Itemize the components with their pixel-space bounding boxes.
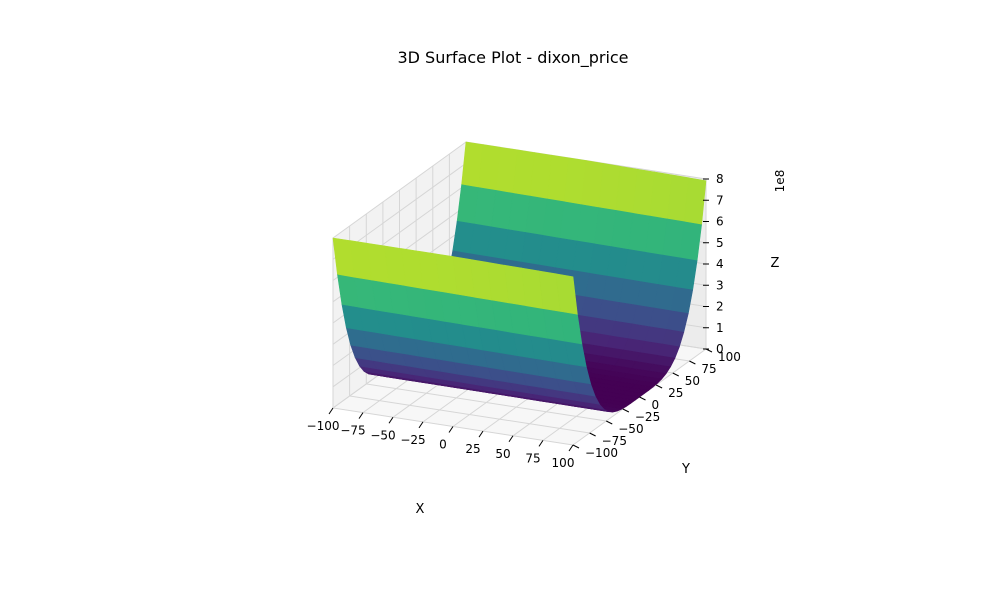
z-tick-label: 7	[716, 193, 724, 207]
y-tick-label: −25	[635, 410, 660, 424]
y-tick-label: 75	[701, 362, 716, 376]
z-tick-label: 3	[716, 278, 724, 292]
surface-mesh	[332, 141, 707, 413]
z-tick-label: 0	[716, 342, 724, 356]
x-tick-label: −50	[370, 428, 395, 442]
axis-ticks: −100−100−75−75−50 −50−25−2500252550507575…	[307, 172, 741, 470]
chart-title: 3D Surface Plot - dixon_price	[397, 48, 629, 67]
x-tick-label: 50	[495, 447, 510, 461]
y-tick-label: 100	[718, 350, 741, 364]
y-tick	[689, 360, 696, 365]
y-tick-label: −50	[618, 422, 643, 436]
x-tick	[448, 426, 454, 433]
z-tick-label: 1	[716, 321, 724, 335]
y-axis-label: Y	[681, 462, 690, 477]
z-tick-label: 5	[716, 236, 724, 250]
z-tick-label: 8	[716, 172, 724, 186]
x-tick-label: 75	[525, 451, 540, 465]
y-tick-label: −75	[602, 434, 627, 448]
y-tick	[606, 420, 613, 425]
x-tick	[568, 444, 574, 452]
x-tick-label: 0	[439, 438, 447, 452]
y-tick-label: −100	[585, 446, 618, 460]
x-tick	[508, 435, 514, 443]
x-tick	[328, 407, 334, 415]
y-tick	[639, 396, 646, 401]
y-tick	[572, 444, 580, 449]
x-tick	[538, 440, 544, 447]
x-tick-label: 25	[465, 442, 480, 456]
x-tick-label: −75	[340, 424, 365, 438]
x-tick	[418, 421, 424, 429]
z-tick-label: 6	[716, 215, 724, 229]
x-tick-label: −25	[400, 433, 425, 447]
y-tick-label: 25	[668, 386, 683, 400]
z-offset-label: 1e8	[773, 170, 787, 193]
z-tick-label: 2	[716, 300, 724, 314]
x-tick-label: −100	[307, 419, 340, 433]
x-tick	[478, 430, 484, 438]
y-tick	[622, 408, 630, 413]
y-tick-label: 50	[685, 374, 700, 388]
x-tick	[358, 412, 364, 419]
z-tick-label: 4	[716, 257, 724, 271]
y-tick	[672, 372, 679, 377]
z-axis-label: Z	[771, 256, 780, 271]
y-tick	[655, 384, 663, 389]
x-tick-label: 100	[552, 456, 575, 470]
y-tick-label: 0	[652, 398, 660, 412]
x-axis-label: X	[416, 502, 425, 517]
y-tick	[589, 432, 596, 437]
surface-patch	[555, 273, 578, 315]
x-tick	[388, 416, 394, 424]
